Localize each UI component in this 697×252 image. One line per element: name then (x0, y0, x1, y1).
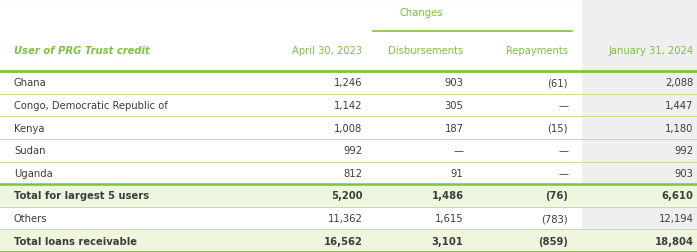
Bar (582, 94, 697, 117)
Text: 187: 187 (445, 123, 464, 133)
Text: 903: 903 (445, 78, 464, 88)
Text: 1,008: 1,008 (334, 123, 362, 133)
Text: Kenya: Kenya (14, 123, 45, 133)
Text: Others: Others (14, 213, 47, 223)
Text: 5,200: 5,200 (331, 191, 362, 201)
Text: Disbursements: Disbursements (388, 45, 464, 55)
Bar (582, 162, 697, 184)
Bar (582, 0, 697, 72)
Text: —: — (558, 168, 568, 178)
Text: 1,246: 1,246 (334, 78, 362, 88)
Text: 1,615: 1,615 (435, 213, 464, 223)
Text: User of PRG Trust credit: User of PRG Trust credit (14, 45, 150, 55)
Bar (582, 207, 697, 230)
Bar (0, 184, 697, 207)
Text: (76): (76) (545, 191, 568, 201)
Text: 1,180: 1,180 (665, 123, 694, 133)
Text: 6,610: 6,610 (661, 191, 694, 201)
Text: 812: 812 (344, 168, 362, 178)
Text: —: — (454, 146, 464, 156)
Text: 11,362: 11,362 (328, 213, 362, 223)
Text: Total loans receivable: Total loans receivable (14, 236, 137, 246)
Text: April 30, 2023: April 30, 2023 (292, 45, 362, 55)
Text: (61): (61) (548, 78, 568, 88)
Text: 2,088: 2,088 (665, 78, 694, 88)
Text: 1,142: 1,142 (334, 101, 362, 111)
Text: 18,804: 18,804 (654, 236, 694, 246)
Text: Total for largest 5 users: Total for largest 5 users (14, 191, 149, 201)
Text: Repayments: Repayments (506, 45, 568, 55)
Bar (582, 139, 697, 162)
Bar (582, 72, 697, 94)
Text: January 31, 2024: January 31, 2024 (608, 45, 694, 55)
Text: 1,447: 1,447 (665, 101, 694, 111)
Text: 992: 992 (344, 146, 362, 156)
Text: —: — (558, 101, 568, 111)
Text: Uganda: Uganda (14, 168, 53, 178)
Text: Ghana: Ghana (14, 78, 47, 88)
Text: 992: 992 (675, 146, 694, 156)
Text: (15): (15) (548, 123, 568, 133)
Text: 1,486: 1,486 (431, 191, 464, 201)
Bar (582, 117, 697, 139)
Text: Congo, Democratic Republic of: Congo, Democratic Republic of (14, 101, 168, 111)
Text: 91: 91 (451, 168, 464, 178)
Bar (0, 230, 697, 252)
Text: (859): (859) (538, 236, 568, 246)
Text: (783): (783) (542, 213, 568, 223)
Text: —: — (558, 146, 568, 156)
Text: Changes: Changes (400, 8, 443, 18)
Text: 16,562: 16,562 (323, 236, 362, 246)
Text: 3,101: 3,101 (431, 236, 464, 246)
Text: 12,194: 12,194 (659, 213, 694, 223)
Text: 903: 903 (675, 168, 694, 178)
Text: Sudan: Sudan (14, 146, 45, 156)
Text: 305: 305 (445, 101, 464, 111)
